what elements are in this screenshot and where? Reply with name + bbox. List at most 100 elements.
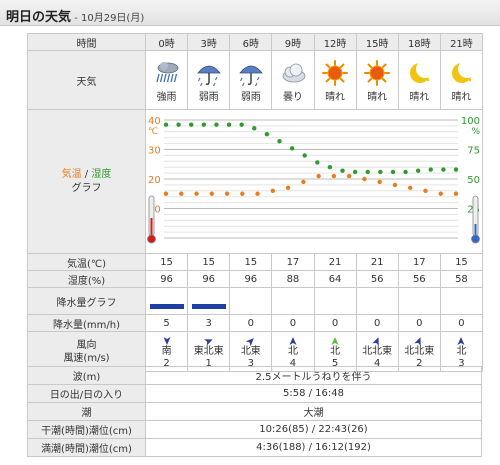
temperature-point xyxy=(438,191,443,196)
precip-bar-cell xyxy=(271,287,315,315)
moon-icon xyxy=(452,60,475,83)
humidity-point xyxy=(252,126,257,131)
temperature-label: 気温(℃) xyxy=(27,253,146,271)
info-row: 干潮(時間)潮位(cm) 10:26(85) / 22:43(26) xyxy=(27,420,482,439)
weather-label-text: 弱雨 xyxy=(240,92,261,103)
precip-value: 0 xyxy=(271,314,315,332)
precip-bar-cell xyxy=(397,287,441,315)
wind-direction: 北 xyxy=(287,345,298,357)
precip-bar-cell xyxy=(313,287,357,315)
temperature-value: 15 xyxy=(229,253,273,271)
humidity-value: 96 xyxy=(144,270,189,288)
humidity-value: 88 xyxy=(271,270,315,288)
info-row: 波(m) 2.5メートルうねりを伴う xyxy=(27,366,482,385)
humidity-point xyxy=(226,122,232,127)
wind-direction: 南 xyxy=(161,345,172,357)
temp-axis-tick: 30 xyxy=(148,146,161,157)
humidity-point xyxy=(264,131,270,137)
precip-bar-cell xyxy=(229,287,273,315)
weather-label-text: 晴れ xyxy=(451,92,472,103)
weather-cell: 強雨 xyxy=(144,50,189,110)
temperature-value: 17 xyxy=(271,253,315,271)
temperature-point xyxy=(240,191,245,196)
weather-cell: 晴れ xyxy=(355,50,399,110)
info-row: 満潮(時間)潮位(cm) 4:36(188) / 16:12(192) xyxy=(27,438,482,457)
wind-direction: 東北東 xyxy=(193,345,224,357)
cloud-icon xyxy=(282,63,306,83)
wind-speed: 2 xyxy=(163,357,170,369)
temperature-value: 21 xyxy=(313,253,357,271)
temp-axis-unit: ℃ xyxy=(148,127,158,137)
temperature-value: 21 xyxy=(355,253,399,271)
humidity-point xyxy=(352,169,358,175)
temperature-value: 15 xyxy=(144,253,189,271)
info-row: 日の出/日の入り 5:58 / 16:48 xyxy=(27,384,482,403)
thermometer-icon-left xyxy=(147,195,156,244)
temperature-point xyxy=(423,188,428,193)
weather-cell: 弱雨 xyxy=(229,50,273,110)
wind-direction: 北東 xyxy=(240,345,261,357)
humidity-value: 96 xyxy=(187,270,231,288)
precip-bar xyxy=(149,304,184,309)
precip-bar-cell xyxy=(355,287,399,315)
temp-axis-tick: 20 xyxy=(148,175,161,186)
temp-humidity-svg: 4030201001007550250℃% xyxy=(146,110,482,250)
humidity-point xyxy=(289,146,295,151)
hourly-forecast-table: 時間 0時 3時 6時 9時 12時 15時 18時 21時 天気 強雨 弱雨 … xyxy=(27,33,484,372)
temperature-point xyxy=(285,185,291,191)
precip-bar-cell xyxy=(187,287,231,315)
temperature-point xyxy=(453,191,459,196)
weather-cell: 弱雨 xyxy=(187,50,231,110)
precip-graph-label: 降水量グラフ xyxy=(27,287,146,315)
marine-info-table: 波(m) 2.5メートルうねりを伴う 日の出/日の入り 5:58 / 16:48… xyxy=(27,366,482,457)
weather-row: 天気 強雨 弱雨 弱雨 曇り 晴れ 晴れ 晴れ 晴れ xyxy=(27,50,484,110)
weather-label-text: 晴れ xyxy=(409,92,430,103)
temperature-point xyxy=(408,185,413,191)
rain-heavy-icon xyxy=(155,62,178,83)
wind-speed: 5 xyxy=(331,357,339,369)
wind-arrow-icon xyxy=(457,336,465,345)
wind-speed-label: 風速(m/s) xyxy=(63,352,110,364)
humidity-point xyxy=(189,122,194,127)
humidity-point xyxy=(163,122,169,127)
temp-axis-tick: 40 xyxy=(148,116,161,127)
weather-cell: 晴れ xyxy=(397,50,441,110)
humidity-point xyxy=(340,168,345,173)
humidity-value: 58 xyxy=(439,270,484,288)
humidity-point xyxy=(441,167,446,172)
rain-umbrella-icon xyxy=(196,65,221,86)
graph-row: 気温 / 湿度 グラフ 4030201001007550250℃% xyxy=(27,109,483,254)
time-header: 6時 xyxy=(229,33,273,51)
time-header: 3時 xyxy=(187,33,231,51)
precip-value: 0 xyxy=(439,314,484,332)
precip-label: 降水量(mm/h) xyxy=(27,314,146,332)
graph-label: 気温 / 湿度 グラフ xyxy=(27,109,146,254)
temperature-point xyxy=(194,191,199,196)
temperature-point xyxy=(331,173,337,179)
weather-label-text: 晴れ xyxy=(325,92,346,103)
weather-cell: 晴れ xyxy=(313,50,357,110)
tide-label: 潮 xyxy=(27,402,146,421)
humidity-point xyxy=(239,122,244,127)
wind-direction-label: 風向 xyxy=(76,339,97,351)
wind-speed: 3 xyxy=(458,357,465,369)
temperature-point xyxy=(316,173,321,179)
weather-label-text: 弱雨 xyxy=(198,92,219,103)
humidity-point xyxy=(214,122,219,127)
wind-speed: 3 xyxy=(247,357,254,369)
graph-label-temp: 気温 xyxy=(61,168,82,180)
wind-label: 風向 風速(m/s) xyxy=(27,331,146,372)
humidity-point xyxy=(277,139,282,144)
humidity-point xyxy=(315,160,320,165)
high-tide-label: 満潮(時間)潮位(cm) xyxy=(27,438,146,457)
precip-value: 0 xyxy=(229,314,273,332)
precip-bar-cell xyxy=(439,287,484,315)
time-header: 9時 xyxy=(271,33,315,51)
temperature-point xyxy=(377,179,382,185)
wind-speed: 2 xyxy=(416,357,423,369)
sun-icon xyxy=(364,60,391,86)
humidity-value: 56 xyxy=(397,270,441,288)
high-tide-value: 4:36(188) / 16:12(192) xyxy=(145,438,482,457)
precip-bar xyxy=(191,304,226,309)
